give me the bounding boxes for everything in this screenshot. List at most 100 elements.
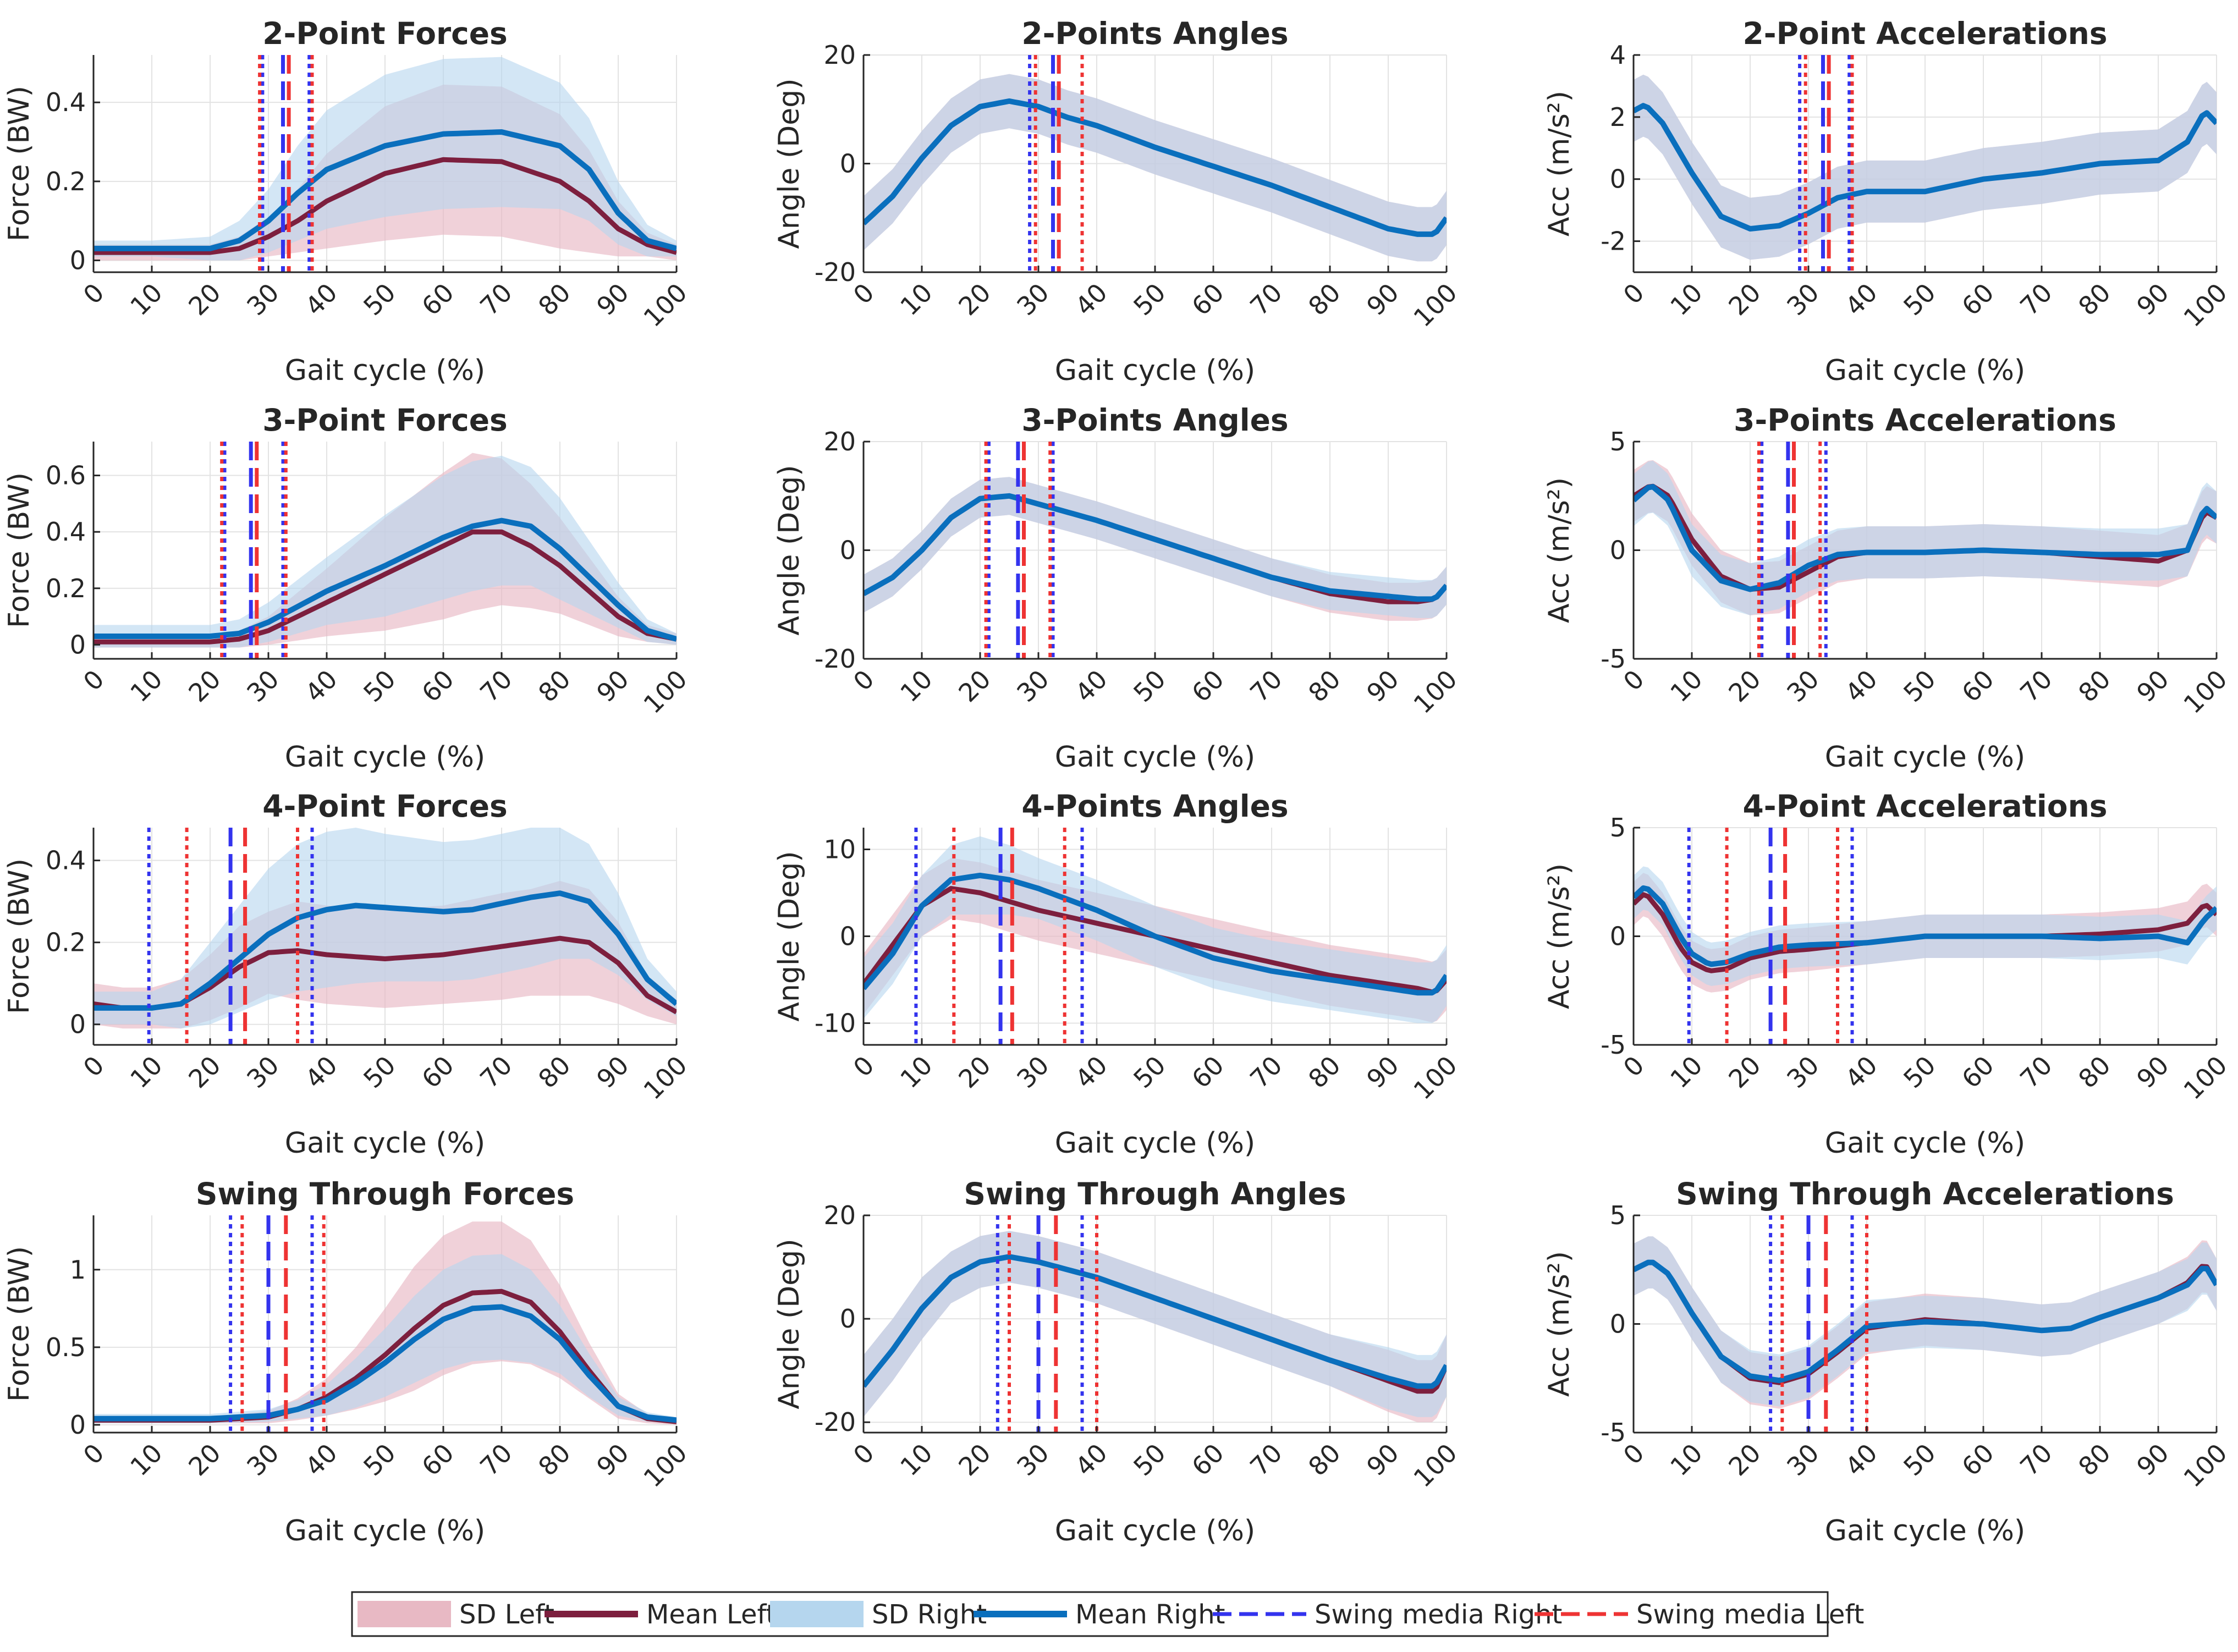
- legend-item-swing_right: Swing media Right: [1213, 1599, 1562, 1630]
- panel-title: 4-Point Forces: [262, 789, 508, 824]
- x-tick-label: 10: [894, 664, 938, 708]
- y-tick-label: -20: [815, 644, 856, 674]
- mean-line-right: [94, 890, 677, 1011]
- mean-line-right: [1634, 1259, 2217, 1384]
- x-tick-label: 80: [1302, 278, 1346, 322]
- y-tick-label: 0.2: [46, 928, 86, 957]
- legend-item-sd_right: SD Right: [770, 1599, 987, 1630]
- y-tick-label: 0.2: [46, 167, 86, 196]
- x-tick-label: 60: [416, 1438, 460, 1482]
- x-tick-label: 40: [1069, 1438, 1113, 1482]
- y-tick-label: 0: [840, 149, 856, 179]
- x-tick-label: 20: [1723, 664, 1767, 708]
- x-tick-label: 90: [2131, 278, 2175, 322]
- y-tick-label: 0.5: [46, 1332, 86, 1362]
- x-tick-label: 60: [1186, 278, 1230, 322]
- x-tick-label: 0: [78, 1050, 110, 1083]
- mean-line-right: [94, 129, 677, 251]
- y-tick-label: -5: [1601, 1030, 1626, 1060]
- x-axis-label: Gait cycle (%): [285, 1515, 485, 1548]
- x-tick-label: 30: [1011, 278, 1055, 322]
- x-tick-label: 40: [299, 1050, 343, 1094]
- x-tick-label: 40: [1069, 1050, 1113, 1094]
- x-tick-label: 0: [1618, 278, 1650, 310]
- plot-area: [94, 828, 677, 1045]
- y-axis-label: Angle (Deg): [773, 465, 806, 635]
- x-tick-label: 90: [1361, 278, 1405, 322]
- x-tick-label: 70: [1244, 278, 1288, 322]
- y-tick-label: 20: [823, 1201, 856, 1230]
- panel-p2-forces: 0 10 20 30 40 50 60 70 80 90 100 0 0.2 0.4 2-Point For…: [3, 16, 693, 387]
- panel-p4-angles: 0 10 20 30 40 50 60 70 80 90 100 -10 0 10 4-Points Ang…: [773, 789, 1463, 1160]
- x-tick-label: 10: [1664, 278, 1708, 322]
- x-tick-label: 50: [358, 278, 402, 322]
- y-tick-label: 0: [840, 1304, 856, 1334]
- x-tick-label: 70: [474, 1438, 518, 1482]
- x-tick-label: 50: [1898, 1050, 1942, 1094]
- x-tick-label: 50: [1128, 1438, 1172, 1482]
- x-tick-label: 50: [358, 1438, 402, 1482]
- x-tick-label: 80: [2072, 278, 2116, 322]
- y-tick-label: -2: [1601, 227, 1626, 256]
- plot-area: [94, 1215, 677, 1433]
- x-tick-label: 20: [953, 278, 997, 322]
- x-tick-label: 40: [1839, 278, 1883, 322]
- x-tick-label: 80: [1302, 1050, 1346, 1094]
- legend-item-sd_left: SD Left: [358, 1599, 554, 1630]
- x-tick-label: 30: [1781, 664, 1825, 708]
- x-tick-label: 80: [532, 278, 576, 322]
- x-tick-label: 80: [532, 664, 576, 708]
- panel-title: Swing Through Forces: [196, 1176, 574, 1212]
- x-tick-label: 40: [299, 664, 343, 708]
- x-tick-label: 80: [1302, 664, 1346, 708]
- x-tick-label: 60: [1956, 278, 2000, 322]
- x-tick-label: 20: [183, 1438, 227, 1482]
- x-tick-label: 90: [2131, 664, 2175, 708]
- panel-title: 3-Points Accelerations: [1734, 403, 2116, 438]
- x-tick-label: 70: [2014, 1050, 2058, 1094]
- x-tick-label: 30: [1011, 1050, 1055, 1094]
- sd-band-right: [864, 74, 1447, 262]
- y-tick-label: 5: [1610, 427, 1626, 456]
- x-axis-label: Gait cycle (%): [285, 741, 485, 774]
- plot-area: [864, 55, 1447, 272]
- x-tick-label: 90: [2131, 1438, 2175, 1482]
- x-tick-label: 100: [2178, 1438, 2233, 1493]
- x-tick-label: 10: [124, 278, 168, 322]
- x-tick-label: 90: [591, 1050, 635, 1094]
- x-tick-label: 40: [299, 1438, 343, 1482]
- panel-title: 4-Points Angles: [1021, 789, 1288, 824]
- sd-band-right: [1634, 460, 2217, 615]
- plot-area: [94, 55, 677, 272]
- legend-swatch-sd_left: [358, 1601, 451, 1627]
- x-axis-label: Gait cycle (%): [1055, 1515, 1255, 1548]
- x-tick-label: 50: [1898, 278, 1942, 322]
- mean-line-right: [94, 517, 677, 642]
- x-tick-label: 30: [1781, 1050, 1825, 1094]
- x-tick-label: 50: [358, 1050, 402, 1094]
- x-tick-label: 30: [241, 664, 285, 708]
- x-tick-label: 10: [124, 664, 168, 708]
- mean-line-right: [864, 872, 1447, 996]
- x-tick-label: 20: [953, 1438, 997, 1482]
- x-axis-label: Gait cycle (%): [1055, 741, 1255, 774]
- y-tick-label: 0.2: [46, 574, 86, 603]
- y-axis-label: Angle (Deg): [773, 851, 806, 1021]
- plot-area: [864, 828, 1447, 1045]
- x-axis-label: Gait cycle (%): [285, 354, 485, 387]
- plot-area: [1634, 1215, 2217, 1433]
- legend-label-swing_left: Swing media Left: [1636, 1599, 1864, 1630]
- panel-title: 2-Point Forces: [262, 16, 508, 51]
- x-tick-label: 100: [2178, 1050, 2233, 1105]
- x-tick-label: 100: [2178, 278, 2233, 333]
- panel-p2-acc: 0 10 20 30 40 50 60 70 80 90 100 -2 0 2 4 2-Point Accel…: [1543, 16, 2233, 387]
- mean-line-right: [1634, 484, 2217, 592]
- x-tick-label: 30: [241, 278, 285, 322]
- sd-band-right: [1634, 866, 2217, 986]
- x-tick-label: 90: [1361, 664, 1405, 708]
- x-tick-label: 40: [1069, 278, 1113, 322]
- y-axis-label: Force (BW): [3, 858, 36, 1014]
